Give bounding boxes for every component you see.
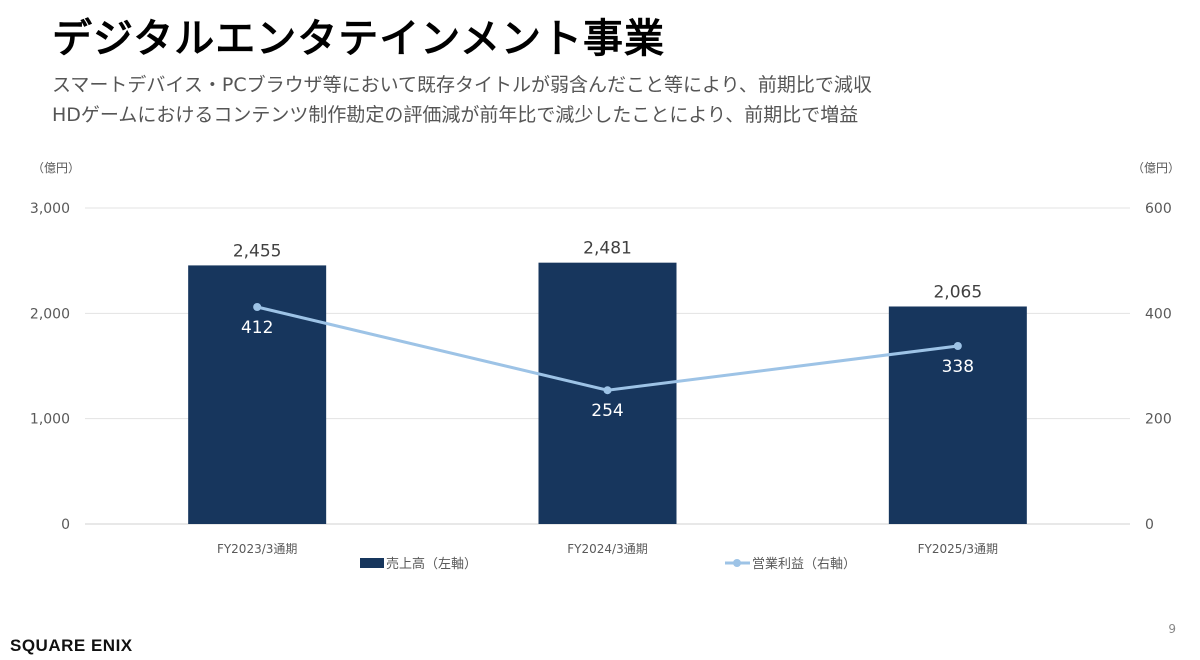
right-tick-label: 0 [1145, 517, 1154, 533]
square-enix-logo: SQUARE ENIX [10, 636, 133, 655]
x-tick-label: FY2025/3通期 [918, 542, 998, 556]
left-tick-label: 3,000 [30, 201, 70, 217]
page-number: 9 [1168, 622, 1176, 636]
right-axis-unit: （億円） [1132, 161, 1180, 175]
left-tick-label: 1,000 [30, 412, 70, 428]
bar-data-label: 2,065 [933, 282, 982, 302]
legend-marker-profit [733, 559, 741, 567]
subtitle-line-2: HDゲームにおけるコンテンツ制作勘定の評価減が前年比で減少したことにより、前期比… [52, 104, 859, 126]
subtitle-line-1: スマートデバイス・PCブラウザ等において既存タイトルが弱含んだこと等により、前期… [52, 74, 872, 96]
page-title: デジタルエンタテインメント事業 [52, 16, 665, 62]
bar-data-label: 2,455 [233, 241, 282, 261]
right-tick-label: 400 [1145, 306, 1172, 322]
bar-data-label: 2,481 [583, 239, 632, 259]
line-data-label: 338 [942, 357, 974, 377]
x-tick-label: FY2023/3通期 [217, 542, 297, 556]
line-data-label: 254 [591, 401, 623, 421]
left-tick-label: 0 [61, 517, 70, 533]
left-axis-unit: （億円） [32, 161, 80, 175]
left-tick-label: 2,000 [30, 306, 70, 322]
bar-sales [888, 306, 1027, 524]
line-point [953, 341, 962, 350]
line-point [603, 386, 612, 395]
legend-label-profit: 営業利益（右軸） [752, 556, 856, 572]
line-data-label: 412 [241, 318, 273, 338]
line-point [253, 303, 262, 312]
x-tick-label: FY2024/3通期 [567, 542, 647, 556]
legend-label-sales: 売上高（左軸） [386, 556, 477, 572]
legend-swatch-sales [360, 558, 384, 568]
right-tick-label: 600 [1145, 201, 1172, 217]
right-tick-label: 200 [1145, 412, 1172, 428]
